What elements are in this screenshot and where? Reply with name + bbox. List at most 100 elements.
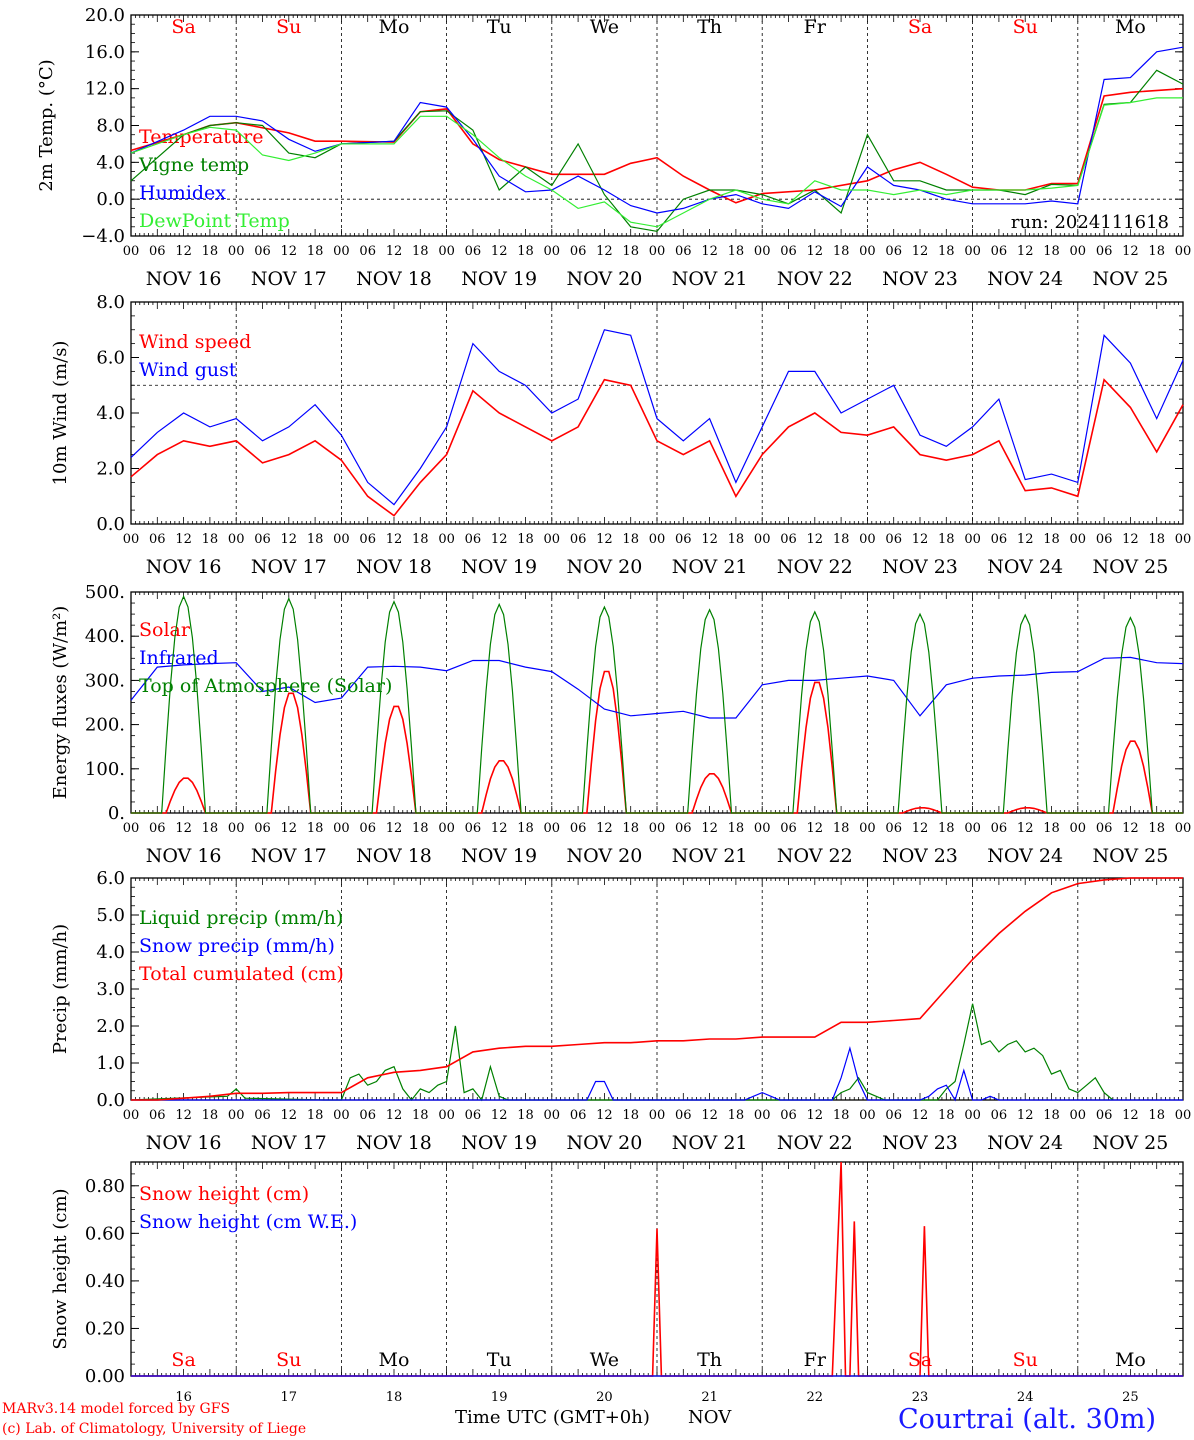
series-line-total-cumulated-cm <box>131 877 1183 1101</box>
y-tick-label: 400. <box>85 626 125 647</box>
hour-tick-label: 18 <box>622 532 639 547</box>
hour-tick-label: 06 <box>465 532 482 547</box>
hour-tick-label: 00 <box>228 821 245 836</box>
date-label: NOV 18 <box>356 268 432 290</box>
hour-tick-label: 12 <box>386 821 403 836</box>
legend-entry: Snow precip (mm/h) <box>139 935 335 957</box>
hour-tick-label: 00 <box>333 821 350 836</box>
hour-tick-label: 00 <box>859 1108 876 1123</box>
panel-snow: 0.00 0.20 0.40 0.60 0.80 Snow height (cm) 16 17… <box>50 1161 1184 1405</box>
legend-entry: Wind gust <box>139 359 237 381</box>
hour-tick-label: 00 <box>859 244 876 259</box>
date-label: NOV 22 <box>777 1132 853 1154</box>
legend-entry: Humidex <box>139 182 226 204</box>
y-tick-label: −4.0 <box>81 226 125 247</box>
hour-tick-label: 00 <box>1070 1108 1087 1123</box>
hour-tick-label: 18 <box>833 244 850 259</box>
date-label: NOV 24 <box>987 845 1063 867</box>
hour-tick-label: 00 <box>754 821 771 836</box>
series-line-top-of-atmosphere-solar <box>131 594 1183 814</box>
hour-tick-label: 06 <box>675 532 692 547</box>
hour-tick-label: 12 <box>491 821 508 836</box>
hour-tick-label: 12 <box>912 244 929 259</box>
series-line-vigne-temp <box>130 69 1184 233</box>
date-label: NOV 21 <box>672 1132 748 1154</box>
hour-tick-label: 06 <box>885 821 902 836</box>
day-name-label: Mo <box>379 16 410 38</box>
hour-tick-label: 00 <box>1070 244 1087 259</box>
y-tick-label: 16.0 <box>85 42 125 63</box>
y-tick-label: 300. <box>85 670 125 691</box>
series-line-wind-gust <box>130 329 1184 506</box>
hour-tick-label: 00 <box>1175 532 1192 547</box>
day-name-label: We <box>590 16 619 38</box>
station-label: Courtrai (alt. 30m) <box>898 1404 1156 1435</box>
hour-tick-label: 06 <box>570 1108 587 1123</box>
hour-tick-label: 06 <box>149 1108 166 1123</box>
y-tick-label: 5.0 <box>96 905 125 926</box>
hour-tick-label: 12 <box>175 532 192 547</box>
y-tick-label: 8.0 <box>96 292 125 313</box>
day-name-label: Su <box>276 1349 301 1371</box>
hour-tick-label: 00 <box>754 1108 771 1123</box>
day-name-label: Fr <box>804 1349 827 1371</box>
hour-tick-label: 00 <box>123 532 140 547</box>
y-tick-label: 100. <box>85 759 125 780</box>
date-label: NOV 21 <box>672 845 748 867</box>
hour-tick-label: 00 <box>964 1108 981 1123</box>
hour-tick-label: 18 <box>728 244 745 259</box>
hour-tick-label: 06 <box>465 244 482 259</box>
panel-wind: 0.0 2.0 4.0 6.0 8.0 10m Wind (m/s) 00 06 12 18 00 0… <box>50 292 1191 578</box>
date-label: NOV 19 <box>461 845 537 867</box>
hour-tick-label: 06 <box>885 244 902 259</box>
hour-tick-label: 18 <box>1148 1108 1165 1123</box>
hour-tick-label: 00 <box>1175 821 1192 836</box>
hour-tick-label: 00 <box>438 532 455 547</box>
hour-tick-label: 12 <box>1017 1108 1034 1123</box>
date-label: NOV 23 <box>882 268 958 290</box>
hour-tick-label: 00 <box>964 821 981 836</box>
hour-tick-label: 00 <box>438 1108 455 1123</box>
hour-tick-label: 12 <box>281 244 298 259</box>
date-label: NOV 19 <box>461 268 537 290</box>
hour-tick-label: 12 <box>1122 821 1139 836</box>
hour-tick-label: 12 <box>807 244 824 259</box>
hour-tick-label: 18 <box>202 1108 219 1123</box>
hour-tick-label: 12 <box>596 821 613 836</box>
y-tick-label: 8.0 <box>96 116 125 137</box>
day-name-label: Mo <box>379 1349 410 1371</box>
date-label: NOV 17 <box>251 1132 327 1154</box>
legend-entry: Temperature <box>139 126 263 148</box>
hour-tick-label: 00 <box>754 532 771 547</box>
y-tick-label: 0.0 <box>96 1090 125 1111</box>
date-label: NOV 17 <box>251 268 327 290</box>
hour-tick-label: 00 <box>228 244 245 259</box>
hour-tick-label: 00 <box>754 244 771 259</box>
hour-tick-label: 06 <box>254 821 271 836</box>
hour-tick-label: 06 <box>780 1108 797 1123</box>
y-tick-label: 0. <box>108 803 125 824</box>
hour-tick-label: 12 <box>491 244 508 259</box>
hour-tick-label: 00 <box>228 532 245 547</box>
hour-tick-label: 12 <box>1017 821 1034 836</box>
hour-tick-label: 12 <box>175 244 192 259</box>
hour-tick-label: 06 <box>149 532 166 547</box>
date-label: NOV 21 <box>672 556 748 578</box>
date-label: NOV 20 <box>566 1132 642 1154</box>
date-label: NOV 20 <box>566 268 642 290</box>
day-name-label: Su <box>1013 16 1038 38</box>
hour-tick-label: 18 <box>517 1108 534 1123</box>
hour-tick-label: 18 <box>938 532 955 547</box>
hour-tick-label: 00 <box>544 532 561 547</box>
hour-tick-label: 12 <box>1122 1108 1139 1123</box>
series-line-wind-speed <box>130 378 1184 517</box>
date-label: NOV 25 <box>1092 845 1168 867</box>
hour-tick-label: 06 <box>570 244 587 259</box>
y-tick-label: 0.60 <box>85 1223 125 1244</box>
hour-tick-label: 00 <box>649 1108 666 1123</box>
date-label: NOV 16 <box>146 268 222 290</box>
hour-tick-label: 06 <box>675 244 692 259</box>
hour-tick-label: 12 <box>912 821 929 836</box>
hour-tick-label: 18 <box>517 532 534 547</box>
hour-tick-label: 18 <box>622 821 639 836</box>
